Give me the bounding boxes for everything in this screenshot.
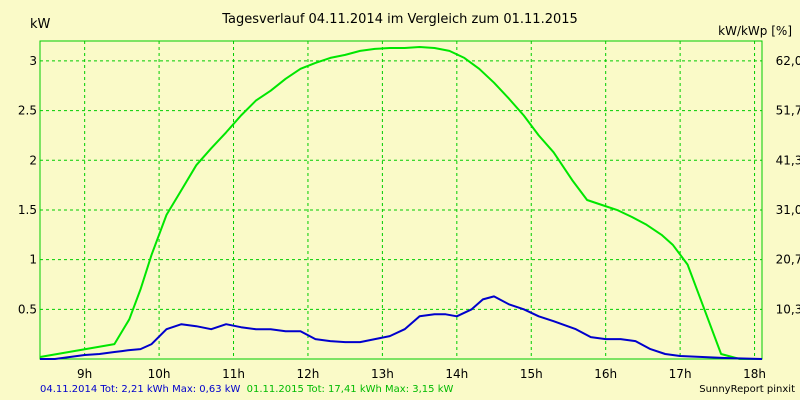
x-tick-label: 13h: [371, 367, 394, 381]
y-right-unit-label: kW/kWp [%]: [718, 24, 792, 38]
x-tick-label: 11h: [222, 367, 245, 381]
series-layer: [39, 46, 763, 360]
x-tick-label: 10h: [148, 367, 171, 381]
tick-layer: 9h 10h 11h 12h 13h 14h 15h 16h 17h 18h 0.5 10,3 1 20,…: [18, 54, 800, 381]
chart-title: Tagesverlauf 04.11.2014 im Vergleich zum…: [221, 12, 578, 27]
y-left-tick-label: 3: [29, 54, 37, 68]
x-tick-label: 14h: [445, 367, 468, 381]
grid-layer: [40, 41, 762, 359]
y-right-tick-label: 20,7: [776, 253, 800, 267]
series-line-01-11-2015: [39, 46, 762, 360]
y-right-tick-label: 62,0: [776, 54, 800, 68]
series-line-04-11-2014: [40, 295, 763, 360]
plot-area: [39, 40, 763, 360]
y-left-tick-label: 2: [29, 153, 37, 167]
x-tick-label: 16h: [594, 367, 617, 381]
y-right-tick-label: 51,7: [776, 104, 800, 118]
footer-branding: SunnyReport pinxit: [699, 384, 795, 395]
x-tick-label: 18h: [743, 367, 766, 381]
y-left-tick-label: 1.5: [18, 203, 37, 217]
footer-green-summary: 01.11.2015 Tot: 17,41 kWh Max: 3,15 kW: [247, 384, 454, 395]
x-tick-label: 17h: [669, 367, 692, 381]
x-tick-label: 9h: [77, 367, 92, 381]
x-tick-label: 15h: [520, 367, 543, 381]
footer-legend: 04.11.2014 Tot: 2,21 kWh Max: 0,63 kW 01…: [40, 384, 453, 395]
y-left-tick-label: 1: [29, 253, 37, 267]
y-right-tick-label: 31,0: [776, 203, 800, 217]
y-right-tick-label: 10,3: [776, 302, 800, 316]
footer-blue-summary: 04.11.2014 Tot: 2,21 kWh Max: 0,63 kW: [40, 384, 241, 395]
y-left-unit-label: kW: [30, 17, 51, 32]
x-tick-label: 12h: [297, 367, 320, 381]
y-right-tick-label: 41,3: [776, 153, 800, 167]
y-left-tick-label: 2.5: [18, 104, 37, 118]
y-left-tick-label: 0.5: [18, 302, 37, 316]
